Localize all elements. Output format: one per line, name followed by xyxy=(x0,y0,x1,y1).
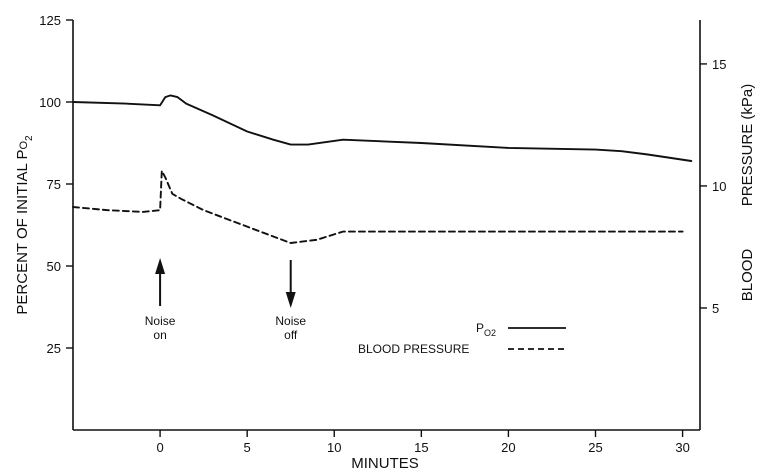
left-y-axis-label-sub: 2 xyxy=(24,135,35,141)
chart-axes xyxy=(72,20,701,431)
legend-bp-label: BLOOD PRESSURE xyxy=(358,342,469,356)
annotation-text: Noise xyxy=(275,314,306,328)
left-y-tick-label: 100 xyxy=(39,95,61,110)
x-tick-label: 25 xyxy=(588,440,602,455)
right-y-axis-label: BLOOD PRESSURE (kPa) xyxy=(739,84,756,302)
annotation-text: on xyxy=(153,328,166,342)
arrow-up-icon xyxy=(155,258,166,274)
right-y-tick-label: 5 xyxy=(712,301,719,316)
x-axis-label: MINUTES xyxy=(351,455,419,472)
legend: PO2 BLOOD PRESSURE xyxy=(358,321,566,356)
arrow-down-icon xyxy=(285,292,296,308)
right-y-axis-label-pressure: PRESSURE (kPa) xyxy=(739,84,756,207)
left-y-axis-label-o: O xyxy=(18,141,30,150)
legend-po2-main: P xyxy=(476,321,484,335)
left-y-axis-label-main: PERCENT OF INITIAL P xyxy=(14,150,31,315)
legend-po2-sub: O2 xyxy=(484,328,496,338)
tick-labels: 0 5 10 15 20 25 30 25 50 75 100 125 5 10 15 xyxy=(39,13,726,455)
x-tick-label: 15 xyxy=(414,440,428,455)
annotation-text: Noise xyxy=(145,314,176,328)
left-y-tick-label: 50 xyxy=(47,259,61,274)
x-tick-label: 5 xyxy=(244,440,251,455)
annotation-text: off xyxy=(284,328,298,342)
right-y-tick-label: 15 xyxy=(712,57,726,72)
x-tick-label: 30 xyxy=(675,440,689,455)
left-y-tick-label: 125 xyxy=(39,13,61,28)
left-y-tick-label: 25 xyxy=(47,341,61,356)
tick-marks xyxy=(66,19,707,437)
x-tick-label: 10 xyxy=(327,440,341,455)
series-line-blood-pressure xyxy=(72,169,684,244)
legend-po2-label: PO2 xyxy=(476,321,496,338)
right-y-axis-label-blood: BLOOD xyxy=(739,249,756,302)
series-layer xyxy=(72,94,693,244)
x-tick-label: 0 xyxy=(156,440,163,455)
left-y-tick-label: 75 xyxy=(47,177,61,192)
right-y-tick-label: 10 xyxy=(712,179,726,194)
x-tick-label: 20 xyxy=(501,440,515,455)
series-line-po2 xyxy=(72,94,693,162)
left-y-axis-label: PERCENT OF INITIAL PO2 xyxy=(14,135,35,315)
